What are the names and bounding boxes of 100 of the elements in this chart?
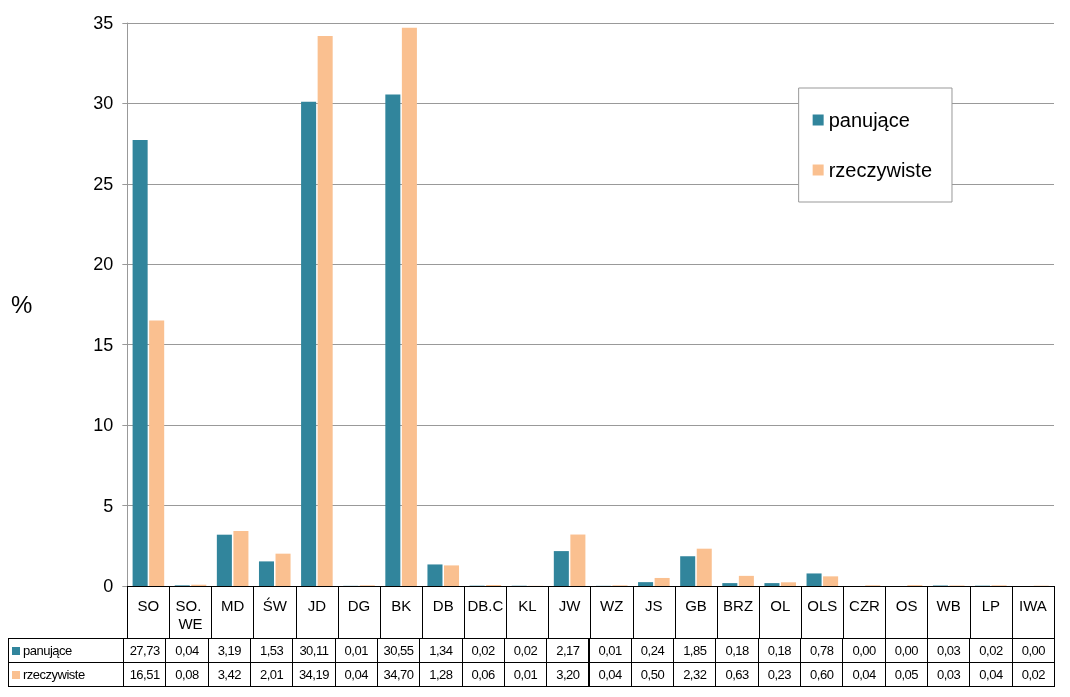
y-axis-title: % <box>11 291 33 318</box>
data-label: 0,18 <box>715 638 759 663</box>
y-tick-label: 25 <box>93 173 114 194</box>
data-label: 0,04 <box>334 662 378 687</box>
x-tick-label: WZ <box>600 596 624 614</box>
data-label: 0,05 <box>884 662 929 687</box>
data-label: 1,53 <box>249 638 294 663</box>
data-label: 3,19 <box>207 638 251 663</box>
data-label: 0,08 <box>165 662 209 687</box>
bar <box>806 573 822 586</box>
bar <box>275 553 291 586</box>
bar <box>680 556 696 586</box>
x-tick-label: OS <box>895 596 918 614</box>
data-label: 1,34 <box>419 638 463 663</box>
data-label: 34,19 <box>292 662 336 687</box>
data-label: 0,02 <box>969 638 1013 663</box>
data-label: 0,01 <box>334 638 378 663</box>
x-tick-label: KL <box>518 596 537 614</box>
data-label: 3,20 <box>546 662 590 687</box>
data-label: 30,11 <box>292 638 336 663</box>
data-label: 0,50 <box>630 662 675 687</box>
bar <box>385 94 401 586</box>
data-label: 0,03 <box>927 638 971 663</box>
x-tick-label: JW <box>558 596 582 614</box>
data-label: 0,04 <box>165 638 209 663</box>
data-label: 0,02 <box>503 638 548 663</box>
legend-label: panujące <box>828 109 910 131</box>
bar <box>132 139 148 586</box>
bar <box>258 561 275 586</box>
data-label: 0,04 <box>842 662 886 687</box>
x-tick-label: IWA <box>1019 596 1047 614</box>
x-tick-label: WB <box>936 596 961 614</box>
x-tick-label: GB <box>685 596 707 614</box>
x-tick-label: SO <box>137 596 160 614</box>
text: panujące <box>23 643 72 658</box>
data-label: 0,04 <box>969 662 1013 687</box>
x-tick-label: DG <box>347 596 371 614</box>
x-tick-label: DB <box>432 596 454 614</box>
y-tick-label: 0 <box>103 576 114 596</box>
x-tick-label: LP <box>981 596 1000 614</box>
x-tick-label: JD <box>307 596 327 614</box>
y-tick-label: 30 <box>93 93 114 114</box>
data-label: 30,55 <box>376 638 421 663</box>
data-label: 0,06 <box>461 662 505 687</box>
text: rzeczywiste <box>23 667 85 682</box>
y-tick-label: 35 <box>93 13 114 33</box>
bar <box>823 576 839 586</box>
y-tick-label: 10 <box>93 415 114 436</box>
x-tick-label: SO. WE <box>175 596 206 632</box>
x-tick-label: DB.C <box>467 596 504 614</box>
data-label: 0,00 <box>884 638 929 663</box>
bar <box>317 36 333 586</box>
data-label: 1,85 <box>673 638 717 663</box>
data-label: 0,02 <box>1011 662 1055 687</box>
bar <box>149 320 165 586</box>
x-tick-label: ŚW <box>262 596 288 614</box>
x-tick-label: MD <box>220 596 245 614</box>
bar <box>654 577 670 586</box>
x-tick-label: CZR <box>849 596 881 614</box>
x-tick-label: JS <box>645 596 663 614</box>
bar <box>570 534 586 586</box>
data-label: 0,24 <box>630 638 675 663</box>
x-tick-label: BK <box>391 596 412 614</box>
bar <box>696 548 712 586</box>
data-label: 0,23 <box>757 662 802 687</box>
data-label: 0,60 <box>800 662 844 687</box>
bar <box>738 575 754 586</box>
data-label: 0,78 <box>800 638 844 663</box>
data-label: 0,03 <box>927 662 971 687</box>
data-label: 0,00 <box>842 638 886 663</box>
data-label: 0,63 <box>715 662 759 687</box>
data-label: 0,01 <box>503 662 548 687</box>
bar <box>444 565 460 586</box>
data-label: 0,01 <box>588 638 632 663</box>
data-label: 3,42 <box>207 662 251 687</box>
x-tick-label: BRZ <box>723 596 754 614</box>
bar <box>764 583 780 586</box>
bar <box>780 582 797 586</box>
data-label: 2,01 <box>249 662 294 687</box>
bar <box>722 583 738 586</box>
data-label: 34,70 <box>376 662 421 687</box>
bar <box>638 582 654 586</box>
bar <box>301 101 317 586</box>
data-label: 2,32 <box>673 662 717 687</box>
x-tick-label: OLS <box>807 596 838 614</box>
bar <box>401 27 417 586</box>
bar <box>216 534 232 586</box>
bar <box>427 564 443 586</box>
bar <box>553 551 569 586</box>
data-label: 0,00 <box>1011 638 1055 663</box>
y-tick-label: 15 <box>93 334 114 355</box>
data-label: 27,73 <box>123 638 167 663</box>
y-tick-label: 20 <box>93 254 114 275</box>
data-label: 0,18 <box>757 638 802 663</box>
data-label: 1,28 <box>419 662 463 687</box>
bar <box>233 530 249 586</box>
data-label: 0,04 <box>588 662 632 687</box>
y-tick-label: 5 <box>103 495 114 516</box>
data-label: 0,02 <box>461 638 505 663</box>
data-label: 16,51 <box>123 662 167 687</box>
